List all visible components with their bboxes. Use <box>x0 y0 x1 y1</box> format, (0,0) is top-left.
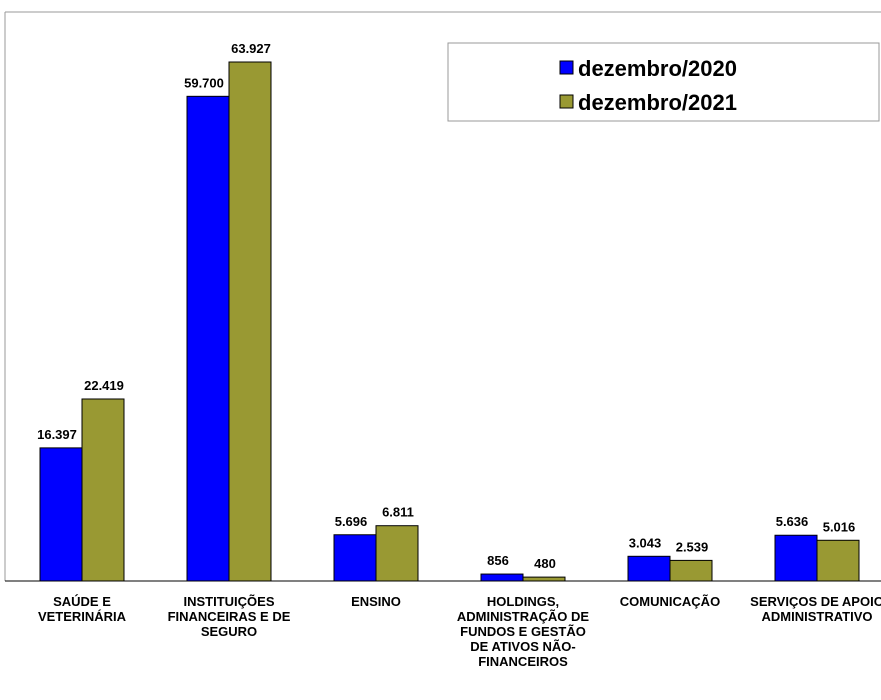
value-label: 5.016 <box>823 519 856 534</box>
bar <box>333 534 377 582</box>
value-label: 480 <box>534 556 556 571</box>
bar <box>81 398 125 582</box>
x-tick-label: SERVIÇOS DE APOIO ADMINISTRATIVO <box>750 594 881 624</box>
value-label: 63.927 <box>231 41 271 56</box>
value-label: 16.397 <box>37 427 77 442</box>
x-tick-label: SAÚDE E VETERINÁRIA <box>37 594 127 624</box>
x-tick-label: COMUNICAÇÃO <box>619 594 721 609</box>
bar <box>816 539 860 582</box>
bar <box>39 447 83 582</box>
bar <box>627 555 671 582</box>
bar <box>522 576 566 582</box>
x-tick-label: ENSINO <box>351 594 401 609</box>
x-tick-label: INSTITUIÇÕES FINANCEIRAS E DE SEGURO <box>167 594 291 639</box>
value-label: 3.043 <box>629 535 662 550</box>
value-label: 2.539 <box>676 539 709 554</box>
value-label: 5.636 <box>776 514 809 529</box>
bar <box>228 61 272 582</box>
bar <box>480 573 524 582</box>
value-label: 22.419 <box>84 378 124 393</box>
legend-box <box>447 42 880 122</box>
bar <box>774 534 818 582</box>
legend-label: dezembro/2020 <box>578 56 737 81</box>
legend-swatch <box>559 94 574 109</box>
value-label: 5.696 <box>335 514 368 529</box>
value-label: 59.700 <box>184 75 224 90</box>
bar <box>669 559 713 582</box>
value-label: 6.811 <box>382 505 414 520</box>
legend-label: dezembro/2021 <box>578 90 737 115</box>
value-label: 856 <box>487 553 509 568</box>
legend-swatch <box>559 60 574 75</box>
bar <box>186 95 230 582</box>
bar <box>375 525 419 582</box>
x-tick-label: HOLDINGS, ADMINISTRAÇÃO DE FUNDOS E GEST… <box>456 594 590 669</box>
